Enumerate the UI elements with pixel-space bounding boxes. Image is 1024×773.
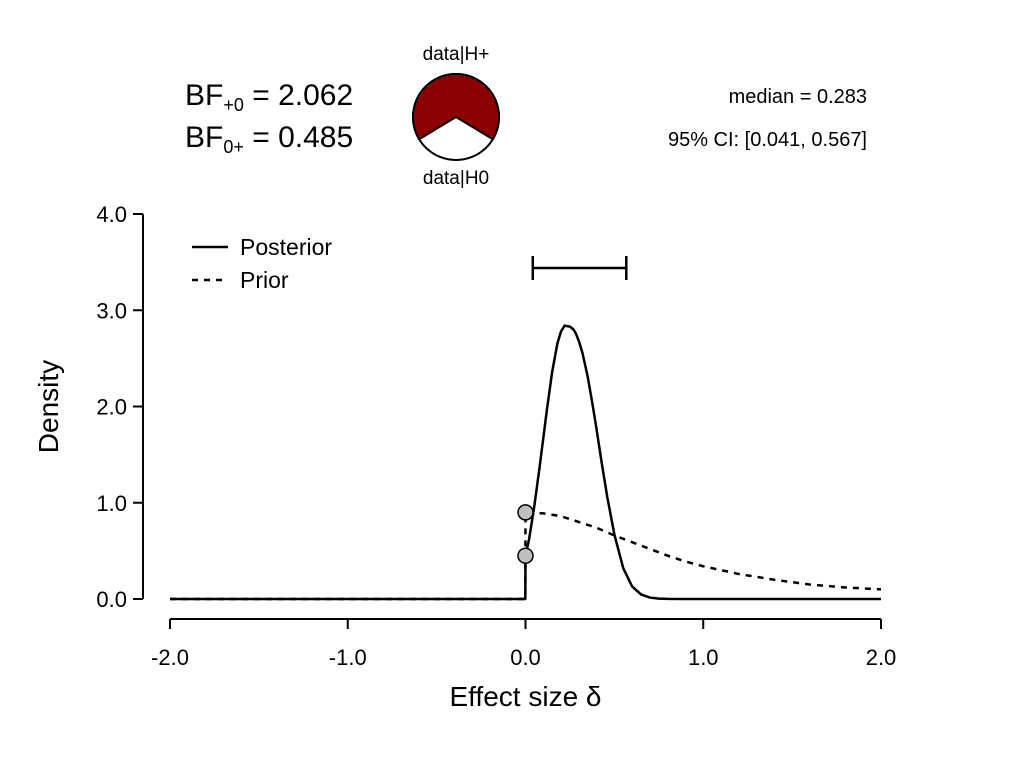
- density-point: [517, 504, 534, 521]
- legend-label-prior: Prior: [240, 267, 289, 293]
- x-tick-label: -2.0: [151, 645, 189, 670]
- bf-zero-plus: BF0+ = 0.485: [185, 121, 354, 157]
- series-prior-line: [170, 511, 882, 601]
- y-tick-label: 3.0: [96, 298, 127, 323]
- pie-bottom-label: data|H0: [422, 168, 490, 189]
- y-tick-label: 2.0: [96, 395, 127, 420]
- ci-text: 95% CI: [0.041, 0.567]: [667, 129, 867, 151]
- y-axis-title: Density: [33, 360, 64, 453]
- bf-plus-zero: BF+0 = 2.062: [185, 79, 354, 115]
- y-tick-label: 4.0: [96, 202, 127, 227]
- pie-h1-slice: [412, 73, 500, 141]
- median-text: median = 0.283: [728, 86, 867, 108]
- pie-top-label: data|H+: [422, 44, 490, 65]
- y-tick-label: 1.0: [96, 491, 127, 516]
- legend-label-posterior: Posterior: [240, 234, 332, 260]
- x-axis-title: Effect size δ: [449, 681, 601, 712]
- x-tick-label: 1.0: [688, 645, 719, 670]
- series-posterior-line: [170, 324, 881, 601]
- density-point: [517, 547, 534, 564]
- y-tick-label: 0.0: [96, 587, 127, 612]
- x-tick-label: -1.0: [329, 645, 367, 670]
- x-tick-label: 2.0: [866, 645, 897, 670]
- x-tick-label: 0.0: [510, 645, 541, 670]
